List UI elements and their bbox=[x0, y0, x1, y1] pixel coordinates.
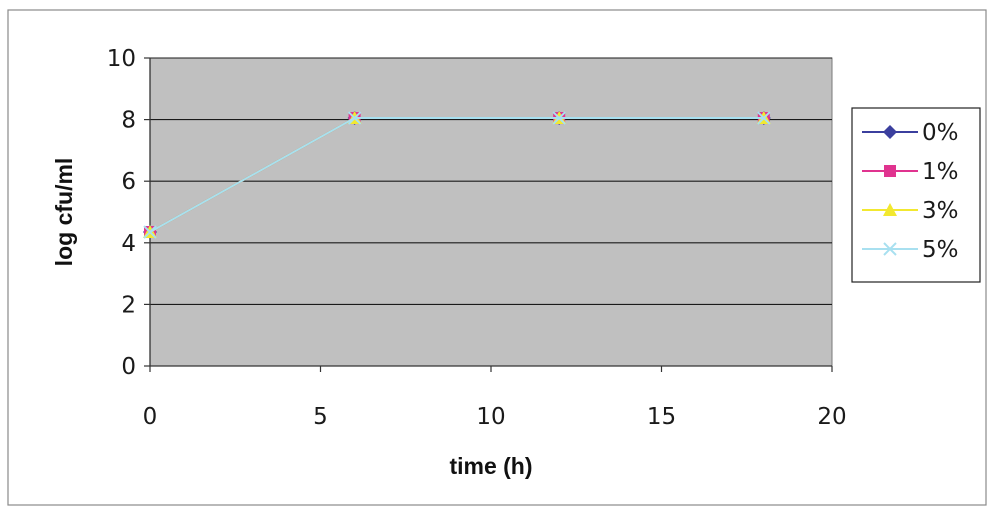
legend-box bbox=[851, 107, 981, 283]
tick-labels: 0 2 4 6 8 10 0 5 10 15 20 bbox=[107, 46, 847, 430]
series-3-point-1 bbox=[347, 111, 362, 125]
plot-area bbox=[149, 57, 833, 367]
legend-item-3: 5% bbox=[862, 237, 959, 263]
y-axis-title: log cfu/ml bbox=[51, 158, 77, 267]
legend-marker-0 bbox=[883, 125, 897, 139]
x-tick-label-0: 0 bbox=[143, 404, 158, 430]
series-line-3 bbox=[149, 117, 764, 233]
y-tick-label-0: 0 bbox=[121, 354, 136, 380]
legend-marker-3-stroke-b bbox=[883, 242, 897, 256]
legend-marker-2 bbox=[883, 203, 897, 216]
y-tick-label-8: 8 bbox=[121, 108, 136, 134]
axes bbox=[144, 57, 833, 372]
x-tick-label-10: 10 bbox=[476, 404, 505, 430]
y-tick-label-2: 2 bbox=[121, 292, 136, 318]
legend-marker-1 bbox=[884, 165, 896, 177]
legend: 0% 1% 3% 5% bbox=[851, 107, 981, 283]
y-tick-label-6: 6 bbox=[121, 169, 136, 195]
legend-item-2: 3% bbox=[862, 198, 959, 224]
legend-label-3: 5% bbox=[922, 237, 959, 263]
legend-item-1: 1% bbox=[862, 159, 959, 185]
legend-label-2: 3% bbox=[922, 198, 959, 224]
series-layer bbox=[143, 111, 771, 240]
x-tick-label-5: 5 bbox=[313, 404, 328, 430]
series-3-point-2-stroke-b bbox=[552, 111, 566, 125]
legend-item-0: 0% bbox=[862, 120, 959, 146]
legend-marker-3 bbox=[883, 242, 897, 256]
gridlines bbox=[150, 57, 832, 305]
series-3-point-3-stroke-b bbox=[757, 111, 771, 125]
series-3-point-0 bbox=[143, 225, 157, 239]
y-tick-label-4: 4 bbox=[121, 231, 136, 257]
y-tick-label-10: 10 bbox=[107, 46, 136, 72]
x-tick-label-20: 20 bbox=[817, 404, 846, 430]
series-3-point-3 bbox=[757, 111, 771, 125]
series-3 bbox=[143, 111, 771, 239]
x-axis-title: time (h) bbox=[449, 453, 532, 479]
series-3-point-2 bbox=[552, 111, 566, 125]
legend-label-1: 1% bbox=[922, 159, 959, 185]
series-3-point-1-stroke-b bbox=[347, 111, 362, 125]
legend-label-0: 0% bbox=[922, 120, 959, 146]
x-tick-label-15: 15 bbox=[647, 404, 676, 430]
series-3-point-0-stroke-b bbox=[143, 225, 157, 239]
